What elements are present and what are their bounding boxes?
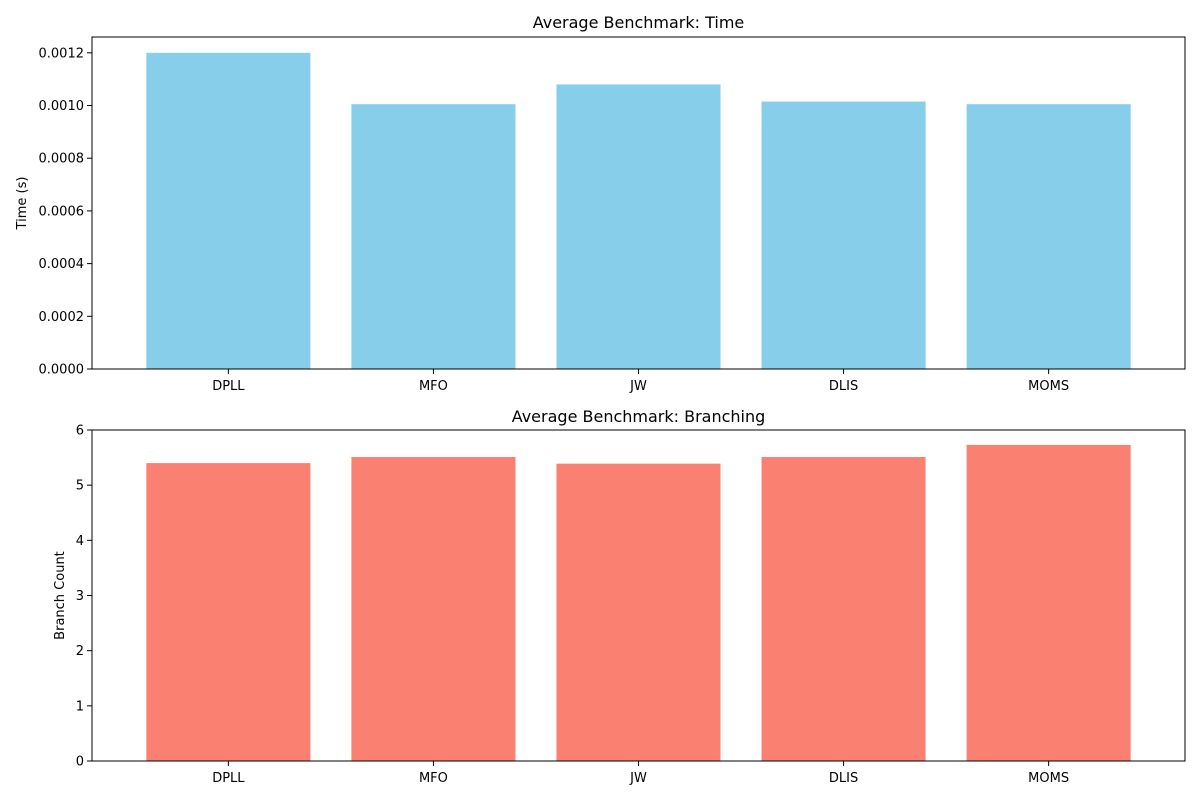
- bar-jw: [556, 84, 721, 370]
- x-tick-label: DLIS: [829, 379, 858, 394]
- x-tick-label: DPLL: [212, 771, 245, 786]
- y-tick-label: 1: [76, 699, 84, 714]
- y-axis-label: Time (s): [15, 177, 30, 231]
- y-tick-label: 0.0010: [39, 99, 85, 114]
- bar-dpll: [146, 52, 311, 370]
- y-tick-label: 3: [76, 589, 84, 604]
- bar-moms: [966, 444, 1131, 761]
- y-tick-label: 0.0008: [39, 152, 85, 167]
- y-tick-label: 0.0006: [39, 204, 85, 219]
- bar-dlis: [761, 101, 926, 369]
- chart-title: Average Benchmark: Branching: [512, 407, 766, 426]
- bar-moms: [966, 104, 1131, 369]
- y-tick-label: 0.0002: [39, 310, 85, 325]
- x-tick-label: MFO: [419, 379, 448, 394]
- x-tick-label: MFO: [419, 771, 448, 786]
- x-tick-label: MOMS: [1028, 771, 1069, 786]
- bar-mfo: [351, 457, 516, 761]
- y-axis-label: Branch Count: [53, 551, 68, 640]
- x-tick-label: JW: [629, 771, 647, 786]
- y-tick-label: 2: [76, 644, 84, 659]
- y-tick-label: 4: [76, 534, 84, 549]
- bar-dpll: [146, 463, 311, 761]
- bar-dlis: [761, 457, 926, 761]
- y-tick-label: 6: [76, 424, 84, 439]
- x-tick-label: DLIS: [829, 771, 858, 786]
- x-tick-label: DPLL: [212, 379, 245, 394]
- x-tick-label: JW: [629, 379, 647, 394]
- y-tick-label: 0.0004: [39, 257, 85, 272]
- y-tick-label: 0.0000: [39, 363, 85, 378]
- bar-mfo: [351, 104, 516, 369]
- y-tick-label: 5: [76, 479, 84, 494]
- chart-title: Average Benchmark: Time: [533, 13, 745, 32]
- y-tick-label: 0: [76, 755, 84, 770]
- y-tick-label: 0.0012: [39, 46, 85, 61]
- x-tick-label: MOMS: [1028, 379, 1069, 394]
- bar-jw: [556, 463, 721, 761]
